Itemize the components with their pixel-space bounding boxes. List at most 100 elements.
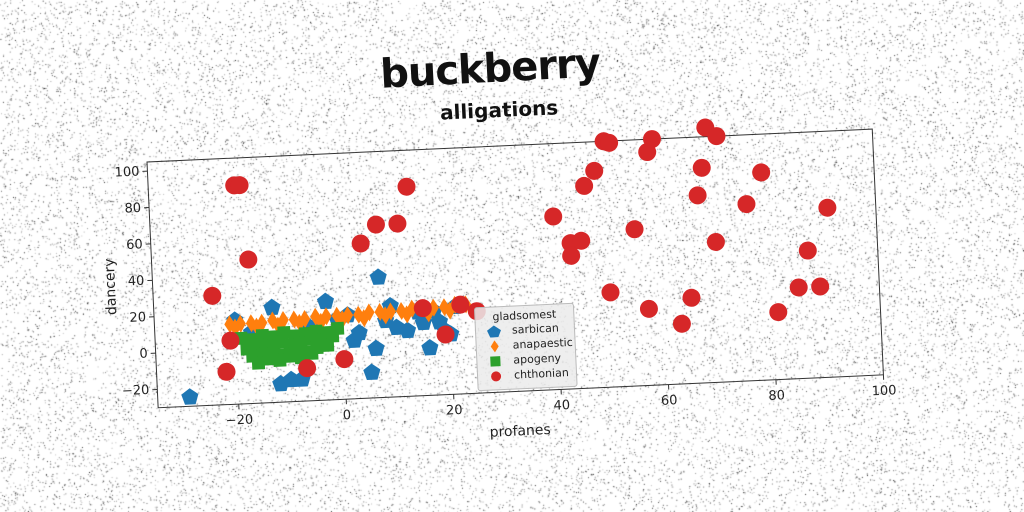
point-chthonian [769, 303, 788, 322]
legend: gladsomest sarbican anapaestic apogeny c… [473, 302, 578, 392]
point-anapaestic [342, 306, 354, 325]
axes-frame [146, 128, 884, 409]
y-tick-label: 80 [124, 201, 141, 217]
point-sarbican [282, 370, 300, 388]
point-anapaestic [235, 314, 246, 333]
x-tick-label: 20 [446, 403, 463, 419]
point-anapaestic [299, 310, 311, 328]
square-marker-icon [490, 356, 501, 367]
point-sarbican [367, 339, 385, 357]
point-anapaestic [380, 306, 391, 325]
point-chthonian [707, 127, 726, 146]
y-tick-label: 40 [128, 274, 145, 290]
point-chthonian [335, 350, 354, 369]
diamond-marker-icon [490, 340, 499, 353]
point-chthonian [798, 241, 817, 260]
point-apogeny [305, 346, 319, 361]
y-tick-label: 100 [114, 164, 139, 180]
point-chthonian [642, 130, 661, 149]
point-chthonian [298, 359, 317, 378]
point-apogeny [283, 349, 298, 363]
x-tick-label: 0 [342, 408, 351, 423]
legend-item-chthonian: chthonian [478, 365, 577, 384]
point-anapaestic [444, 301, 456, 320]
point-anapaestic [337, 310, 348, 329]
point-apogeny [273, 353, 287, 367]
y-axis-label: dancery [101, 258, 121, 316]
point-chthonian [397, 177, 416, 196]
point-chthonian [601, 283, 620, 302]
point-anapaestic [320, 307, 332, 326]
point-chthonian [811, 277, 830, 296]
x-axis-label: profanes [489, 421, 552, 441]
point-anapaestic [428, 298, 439, 317]
point-chthonian [221, 331, 240, 350]
legend-label: apogeny [513, 351, 562, 367]
point-anapaestic [256, 313, 268, 332]
point-sarbican [363, 363, 381, 381]
legend-label: chthonian [513, 366, 570, 382]
point-chthonian [737, 195, 756, 214]
point-chthonian [585, 161, 604, 180]
point-chthonian [692, 158, 711, 177]
point-chthonian [544, 207, 563, 226]
point-anapaestic [406, 299, 418, 318]
point-chthonian [682, 288, 701, 307]
point-chthonian [639, 299, 658, 318]
point-chthonian [688, 186, 707, 205]
legend-item-apogeny: apogeny [477, 350, 576, 369]
point-chthonian [600, 133, 619, 152]
x-tick-label: 40 [553, 398, 570, 414]
point-chthonian [572, 231, 591, 250]
legend-item-anapaestic: anapaestic [476, 335, 575, 354]
point-chthonian [239, 250, 258, 269]
point-chthonian [575, 176, 594, 195]
point-chthonian [436, 325, 455, 344]
point-sarbican [316, 292, 334, 310]
point-apogeny [251, 356, 266, 370]
point-chthonian [217, 362, 236, 381]
point-chthonian [818, 198, 837, 217]
point-sarbican [181, 388, 199, 405]
point-chthonian [388, 214, 407, 233]
point-chthonian [413, 299, 432, 318]
point-anapaestic [401, 305, 413, 324]
point-apogeny [320, 338, 335, 353]
pentagon-marker-icon [487, 325, 501, 338]
point-sarbican [263, 298, 281, 316]
point-chthonian [706, 232, 725, 251]
point-anapaestic [363, 303, 375, 322]
y-tick-label: 20 [129, 310, 146, 326]
point-chthonian [625, 220, 644, 239]
point-chthonian [230, 176, 249, 195]
point-chthonian [672, 314, 691, 333]
legend-item-sarbican: sarbican [476, 320, 575, 339]
point-chthonian [789, 278, 808, 297]
point-chthonian [562, 246, 581, 265]
circle-marker-icon [491, 371, 502, 382]
x-tick-label: 100 [871, 383, 896, 399]
point-sarbican [421, 338, 439, 356]
x-tick-label: 60 [661, 393, 678, 409]
y-tick-label: −20 [122, 383, 150, 399]
x-tick-label: 80 [768, 388, 785, 404]
point-chthonian [752, 163, 771, 182]
legend-label: anapaestic [512, 335, 574, 352]
legend-label: sarbican [511, 321, 560, 337]
point-chthonian [451, 295, 470, 314]
point-chthonian [366, 215, 385, 234]
point-chthonian [351, 234, 370, 253]
point-anapaestic [358, 309, 370, 328]
y-tick-label: 60 [126, 237, 143, 253]
point-chthonian [203, 286, 222, 305]
scatter-plot: −20 0 20 40 60 80 100 −20 0 20 40 60 80 100 [114, 118, 897, 429]
point-anapaestic [277, 310, 289, 329]
plot-area: alligations −20 0 20 40 60 80 100 −20 0 20 40 60 80 1… [102, 95, 897, 440]
point-sarbican [399, 321, 417, 339]
point-sarbican [350, 323, 368, 341]
point-sarbican [369, 268, 387, 285]
point-anapaestic [385, 302, 397, 321]
x-tick-label: −20 [225, 412, 253, 428]
point-apogeny [262, 352, 276, 366]
